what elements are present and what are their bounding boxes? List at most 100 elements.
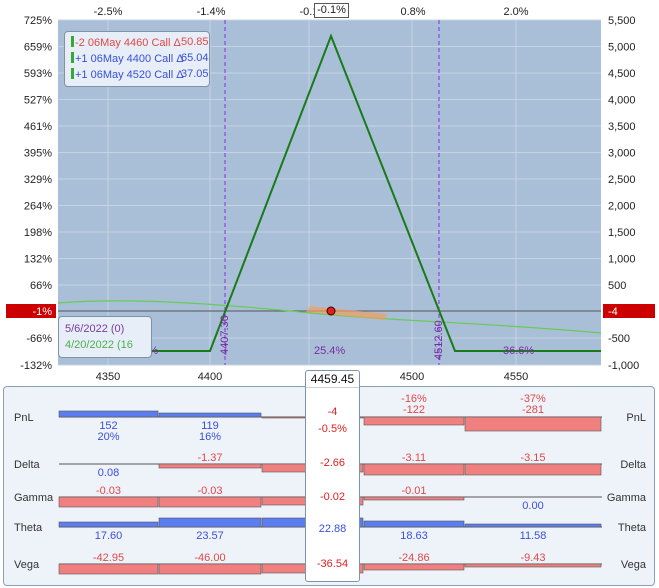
greek-value: -46.00	[194, 552, 225, 564]
cursor-range-band	[306, 306, 388, 320]
top-axis-label: -2.5%	[94, 6, 123, 18]
legend-value: 37.05	[181, 68, 209, 80]
greek-bar	[363, 496, 465, 501]
left-axis-label: -1%	[32, 306, 52, 318]
greek-label-right: Theta	[618, 522, 647, 534]
greek-bar	[158, 517, 262, 528]
legend-text: 06May 4400 Call Δ	[90, 53, 184, 65]
greek-value: 119	[201, 420, 219, 432]
greek-value: 16%	[199, 431, 221, 443]
expiration-payoff-line	[58, 33, 601, 352]
greek-label-left: Vega	[14, 559, 40, 571]
cursor-gamma: -0.02	[319, 491, 346, 503]
greek-bar	[464, 523, 602, 528]
greek-bar	[158, 463, 262, 469]
right-axis-label: 5,500	[608, 15, 636, 27]
right-axis-label: 3,000	[608, 148, 636, 160]
legend-item-long-call-high[interactable]: +1 06May 4520 Call Δ 37.05	[71, 68, 209, 82]
cursor-vega: -36.54	[316, 558, 349, 570]
left-axis-label: 593%	[24, 68, 52, 80]
greek-bar	[58, 563, 159, 575]
greek-bar	[58, 496, 159, 508]
breakeven-high-label: 4512.60	[433, 320, 445, 360]
legend-color-bar	[71, 68, 74, 79]
greek-bar	[464, 563, 602, 568]
cursor-delta: -2.66	[319, 457, 346, 469]
legend-qty: +1	[75, 53, 88, 65]
top-axis-label: -0.1	[300, 6, 319, 18]
greek-value: 11.58	[520, 530, 547, 542]
legend-item-long-call-low[interactable]: +1 06May 4400 Call Δ 65.04	[71, 52, 209, 66]
position-legend[interactable]: -2 06May 4460 Call Δ 50.85 +1 06May 4400…	[64, 31, 210, 87]
top-axis-cursor-label: -0.1%	[314, 3, 349, 18]
breakeven-low-label: 4407.36	[219, 315, 231, 355]
greek-value: -0.03	[96, 485, 121, 497]
right-axis-label: -500	[608, 333, 630, 345]
greek-value: -122	[403, 404, 425, 416]
greek-label-left: Theta	[14, 522, 43, 534]
right-axis-label: 2,000	[608, 201, 636, 213]
prob-right: 36.6%	[503, 345, 534, 357]
greek-bar	[158, 412, 262, 418]
right-axis-label: 4,000	[608, 95, 636, 107]
cursor-pnl: -4	[327, 406, 338, 418]
legend-value: 65.04	[181, 52, 209, 64]
left-axis-label: -66%	[26, 333, 52, 345]
greek-bar	[158, 563, 262, 575]
greek-value: 17.60	[95, 530, 123, 542]
cursor-pnl-pct: -0.5%	[318, 423, 347, 435]
greek-value: -0.03	[197, 485, 222, 497]
left-axis-label: 461%	[24, 121, 52, 133]
greek-value: -37%	[520, 393, 546, 405]
greek-bar	[58, 521, 159, 528]
right-axis-highlight	[603, 304, 655, 318]
greek-bar	[158, 496, 262, 508]
greek-value: -0.01	[401, 485, 426, 497]
legend-item-short-call[interactable]: -2 06May 4460 Call Δ 50.85	[71, 36, 209, 50]
legend-qty: -2	[75, 37, 85, 49]
greek-label-left: Delta	[14, 459, 41, 471]
cursor-theta: 22.88	[318, 523, 347, 535]
greek-value: -24.86	[398, 552, 429, 564]
greek-value: 0.00	[522, 500, 543, 512]
legend-text: 06May 4520 Call Δ	[90, 69, 184, 81]
greek-value: -16%	[401, 393, 427, 405]
top-axis-label: 2.0%	[503, 6, 528, 18]
greek-value: 23.57	[196, 530, 224, 542]
legend-qty: +1	[75, 69, 88, 81]
left-axis-label: 329%	[24, 174, 52, 186]
left-axis-label: 264%	[24, 201, 52, 213]
left-axis-highlight	[6, 304, 56, 318]
right-axis-label: 5,000	[608, 42, 636, 54]
right-axis-label: 500	[608, 280, 626, 292]
greek-bar	[58, 410, 159, 418]
date-today[interactable]: 4/20/2022 (16	[65, 339, 133, 351]
left-axis-label: 725%	[24, 15, 52, 27]
date-expiration[interactable]: 5/6/2022 (0)	[65, 323, 125, 335]
greek-bar	[464, 416, 602, 432]
right-axis-label: 3,500	[608, 121, 636, 133]
greek-bar	[464, 463, 602, 476]
risk-graph[interactable]: 4407.36 4512.60 37.9% 25.4% 36.6% -2.5%-…	[0, 0, 659, 386]
greek-value: 20%	[97, 431, 119, 443]
left-axis-label: 198%	[24, 227, 52, 239]
greek-bar	[363, 416, 465, 426]
left-axis-label: 527%	[24, 95, 52, 107]
current-price-marker[interactable]	[326, 306, 336, 316]
greek-label-right: PnL	[626, 412, 646, 424]
left-axis-label: 395%	[24, 148, 52, 160]
right-axis-label: 1,500	[608, 227, 636, 239]
left-axis-label: 132%	[24, 254, 52, 266]
greek-value: -1.37	[197, 452, 222, 464]
greek-bar	[363, 520, 465, 528]
cursor-readout-column[interactable]: 4459.45 -4 -0.5% -2.66 -0.02 22.88 -36.5…	[305, 370, 360, 582]
right-axis-label: 1,000	[608, 254, 636, 266]
bottom-axis-label: 4550	[504, 371, 528, 383]
cursor-price: 4459.45	[306, 371, 359, 388]
greek-label-left: PnL	[14, 412, 34, 424]
greek-label-left: Gamma	[14, 492, 54, 504]
left-axis-label: 659%	[24, 42, 52, 54]
right-axis-label: -1,000	[608, 360, 639, 372]
legend-text: 06May 4460 Call Δ	[87, 37, 181, 49]
date-legend[interactable]: 5/6/2022 (0) 4/20/2022 (16	[58, 316, 152, 358]
